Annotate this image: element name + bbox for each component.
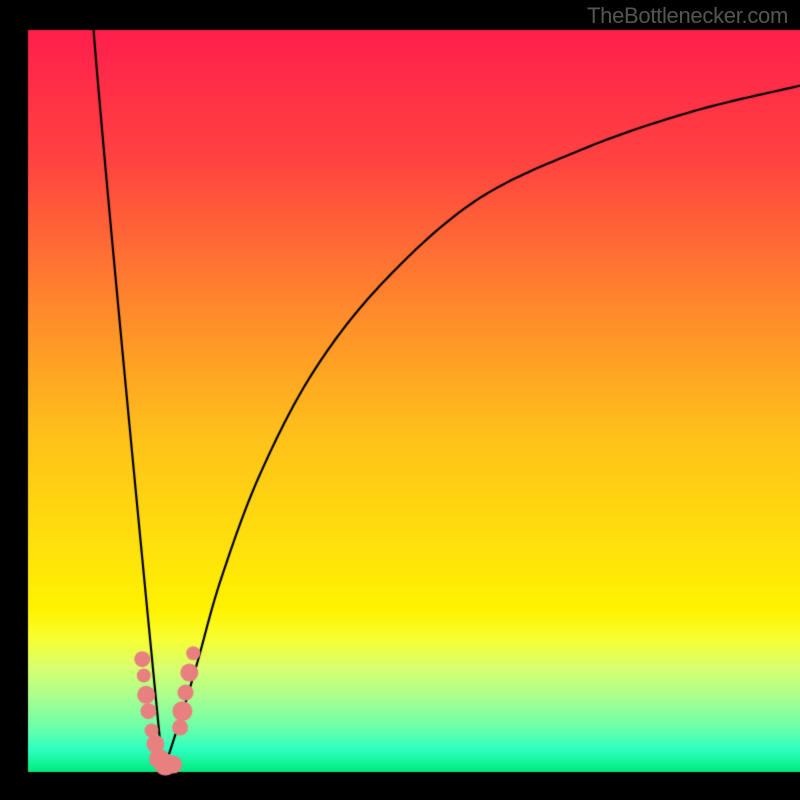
watermark-text: TheBottlenecker.com [587,3,788,29]
chart-container: { "watermark": { "text": "TheBottlenecke… [0,0,800,800]
bottleneck-chart-canvas [0,0,800,800]
